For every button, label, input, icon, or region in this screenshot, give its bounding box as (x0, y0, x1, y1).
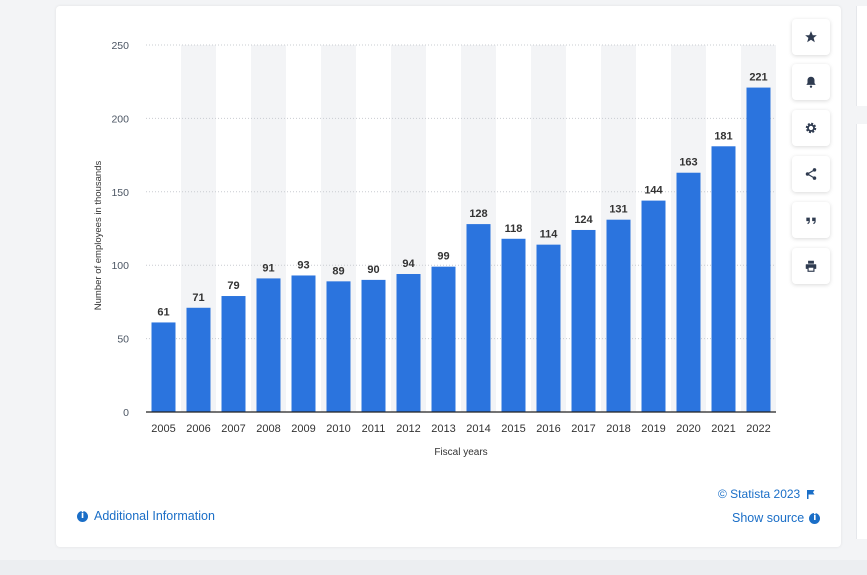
bar-2020 (676, 172, 701, 412)
bar-2016 (536, 244, 561, 412)
x-tick-label-2005: 2005 (151, 423, 175, 435)
copyright-label: © Statista 2023 (718, 487, 801, 501)
x-tick-label-2007: 2007 (221, 423, 245, 435)
data-label-2022: 221 (749, 72, 767, 84)
y-tick-label: 150 (111, 187, 129, 199)
show-source-label: Show source (732, 511, 805, 525)
data-label-2018: 131 (609, 204, 627, 216)
data-label-2016: 114 (540, 229, 559, 241)
bar-2009 (291, 275, 316, 412)
x-tick-label-2008: 2008 (256, 423, 280, 435)
bar-2022 (746, 87, 771, 413)
y-tick-label: 50 (117, 334, 129, 346)
favorite-button[interactable] (792, 19, 830, 55)
x-tick-label-2020: 2020 (676, 423, 700, 435)
x-tick-label-2012: 2012 (396, 423, 420, 435)
side-panel-edge (856, 124, 867, 539)
bar-2005 (151, 322, 176, 412)
x-tick-labels: 2005 2006 2007 2008 2009 2010 2011 2012 2013 2014… (151, 423, 770, 435)
data-label-2020: 163 (679, 157, 697, 169)
bar-2015 (501, 238, 526, 412)
print-button[interactable] (792, 248, 830, 284)
data-label-2019: 144 (644, 185, 663, 197)
x-tick-label-2022: 2022 (746, 423, 770, 435)
bar-2018 (606, 219, 631, 412)
y-tick-label: 250 (111, 40, 129, 52)
data-label-2021: 181 (714, 130, 732, 142)
share-icon (805, 168, 817, 180)
data-label-2008: 91 (262, 262, 274, 274)
data-label-2006: 71 (192, 292, 204, 304)
x-tick-label-2014: 2014 (466, 423, 490, 435)
additional-information-label: Additional Information (94, 509, 215, 523)
printer-icon (805, 260, 817, 272)
bar-chart: 61 71 79 91 93 89 90 94 99 128 118 114 124 131 144 163 1… (93, 40, 776, 458)
bar-2014 (466, 224, 491, 412)
bar-2019 (641, 200, 666, 412)
data-labels: 61 71 79 91 93 89 90 94 99 128 118 114 124 131 144 163 1… (157, 72, 767, 319)
additional-information-link[interactable]: i Additional Information (77, 509, 215, 523)
info-icon: i (809, 512, 821, 524)
data-label-2015: 118 (505, 223, 523, 235)
data-label-2005: 61 (157, 306, 169, 318)
x-tick-label-2019: 2019 (641, 423, 665, 435)
show-source-link[interactable]: Show source i (732, 511, 821, 525)
x-tick-label-2009: 2009 (291, 423, 315, 435)
y-tick-label: 100 (111, 260, 129, 272)
share-button[interactable] (792, 156, 830, 192)
bar-2012 (396, 274, 421, 412)
bar-2010 (326, 281, 351, 412)
star-icon (805, 31, 817, 43)
x-tick-label-2006: 2006 (186, 423, 210, 435)
bar-2021 (711, 146, 736, 413)
x-tick-label-2013: 2013 (431, 423, 455, 435)
gear-icon (805, 122, 817, 134)
y-tick-label: 0 (123, 407, 129, 419)
bars (151, 87, 771, 413)
x-axis-label: Fiscal years (434, 447, 487, 458)
x-tick-label-2017: 2017 (571, 423, 595, 435)
x-tick-label-2010: 2010 (326, 423, 350, 435)
x-tick-label-2018: 2018 (606, 423, 630, 435)
cite-button[interactable] (792, 202, 830, 238)
bell-icon (806, 76, 816, 88)
side-panel-edge (856, 6, 867, 106)
bar-2008 (256, 278, 281, 412)
data-label-2009: 93 (297, 259, 309, 271)
data-label-2007: 79 (227, 280, 239, 292)
data-label-2011: 90 (367, 264, 379, 276)
flag-icon (807, 490, 815, 499)
bar-2017 (571, 229, 596, 412)
bar-2013 (431, 266, 456, 412)
data-label-2010: 89 (332, 265, 344, 277)
notification-button[interactable] (792, 64, 830, 100)
x-tick-label-2015: 2015 (501, 423, 525, 435)
info-icon: i (77, 510, 88, 522)
x-tick-label-2021: 2021 (711, 423, 735, 435)
data-label-2013: 99 (437, 251, 449, 263)
quote-icon (806, 217, 816, 225)
settings-button[interactable] (792, 110, 830, 146)
y-axis-label: Number of employees in thousands (93, 161, 104, 311)
bar-2007 (221, 296, 246, 412)
y-tick-labels: 0 50 100 150 200 250 (111, 40, 129, 419)
y-tick-label: 200 (111, 113, 129, 125)
x-tick-label-2016: 2016 (536, 423, 560, 435)
page-background-strip (0, 560, 867, 575)
bar-2011 (361, 279, 386, 412)
data-label-2014: 128 (469, 208, 487, 220)
gridlines (146, 44, 776, 340)
statista-copyright-link[interactable]: © Statista 2023 (718, 487, 816, 501)
x-tick-label-2011: 2011 (362, 423, 386, 435)
data-label-2017: 124 (574, 214, 593, 226)
data-label-2012: 94 (402, 258, 415, 270)
bar-2006 (186, 307, 211, 412)
